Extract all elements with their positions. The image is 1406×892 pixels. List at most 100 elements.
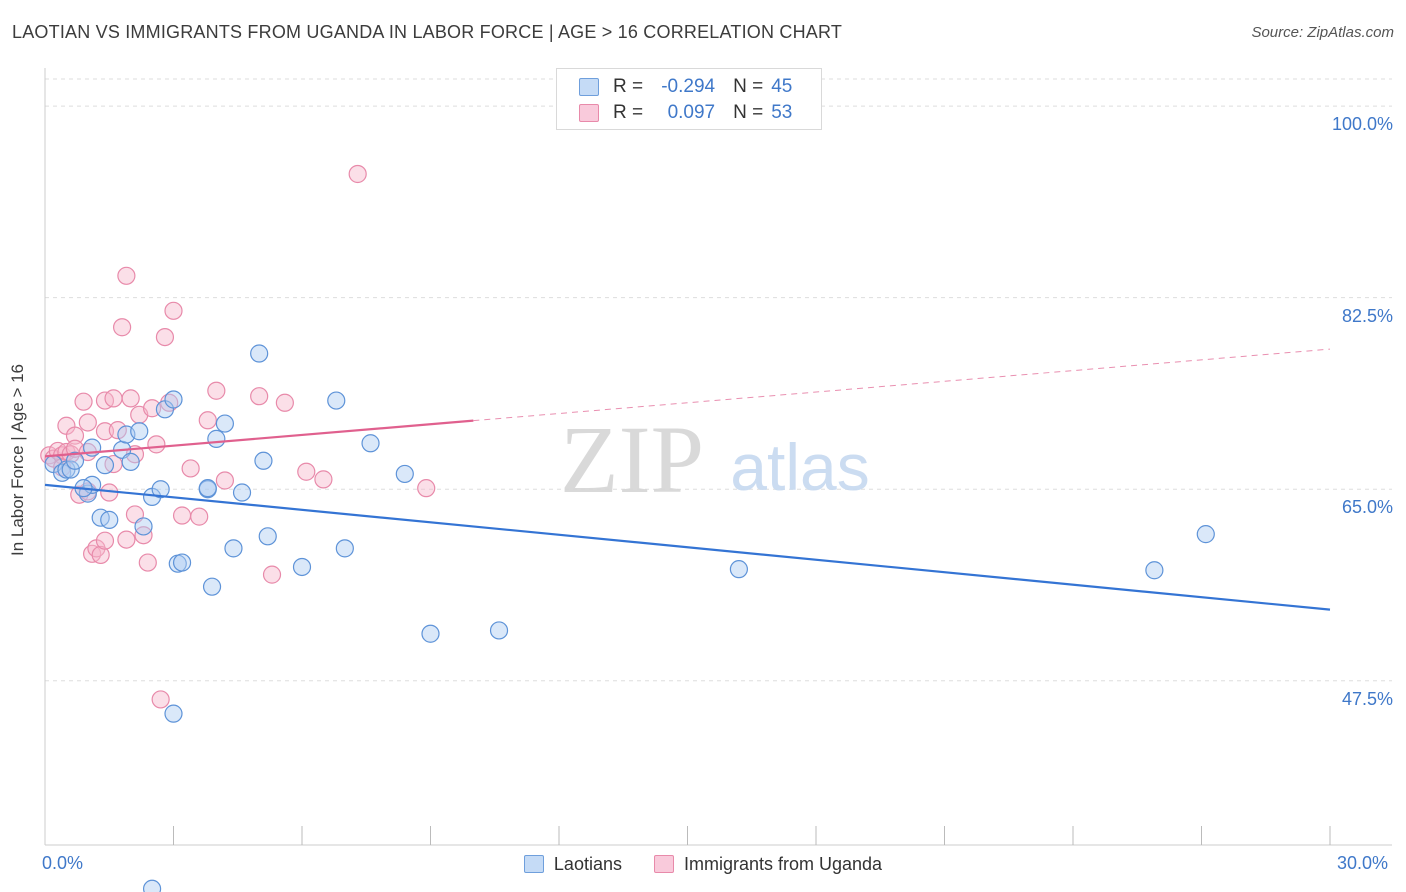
uganda-point — [117, 530, 136, 549]
x-tick-label-min: 0.0% — [42, 853, 84, 873]
laotians-point — [164, 390, 183, 409]
uganda-point — [207, 381, 226, 400]
y-tick-label: 47.5% — [1341, 688, 1393, 709]
laotians-point — [258, 527, 277, 546]
laotians-point — [65, 451, 85, 470]
uganda-point — [417, 479, 436, 498]
uganda-point — [121, 389, 140, 408]
trend-line-uganda-projection — [473, 348, 1331, 422]
axes — [44, 68, 1392, 846]
legend-n-value: 45 — [771, 76, 793, 97]
laotians-point — [395, 464, 414, 484]
laotians-point — [327, 391, 346, 410]
watermark-zip: ZIP — [560, 406, 704, 513]
laotians-point — [254, 451, 273, 470]
laotians-point — [100, 510, 119, 529]
uganda-point — [147, 435, 166, 454]
laotians-point — [142, 879, 162, 892]
chart-title: LAOTIAN VS IMMIGRANTS FROM UGANDA IN LAB… — [12, 22, 843, 42]
legend-n-value: 53 — [771, 102, 793, 123]
laotians-point — [207, 429, 226, 448]
legend-r-value: -0.294 — [661, 76, 716, 97]
uganda-point — [112, 318, 132, 337]
laotians-point — [361, 434, 380, 453]
laotians-point — [250, 344, 269, 363]
legend-item-uganda: Immigrants from Uganda — [653, 853, 883, 875]
x-tick-label-max: 30.0% — [1337, 853, 1389, 873]
correlation-legend: R = -0.294 N = 45 R = 0.097 N = 53 — [556, 68, 822, 130]
laotians-point — [151, 480, 170, 499]
legend-row-laotians: R = -0.294 N = 45 — [579, 76, 810, 98]
laotians-point — [164, 704, 183, 723]
y-axis-label: In Labor Force | Age > 16 — [8, 363, 27, 557]
trend-line-laotians — [44, 483, 1331, 611]
uganda-point — [91, 545, 110, 565]
laotians-point — [130, 422, 149, 441]
laotians-point — [292, 557, 312, 577]
uganda-point — [74, 392, 93, 411]
laotians-point — [95, 456, 115, 475]
uganda-point — [151, 690, 170, 709]
laotians-point — [729, 560, 749, 579]
legend-r-label: R = — [613, 102, 644, 123]
series-legend: Laotians Immigrants from Uganda — [0, 852, 1406, 876]
laotians-point — [215, 414, 234, 433]
watermark-atlas: atlas — [730, 430, 869, 504]
uganda-point — [297, 462, 316, 481]
uganda-point — [275, 393, 294, 412]
legend-swatch-blue — [523, 855, 544, 873]
legend-swatch-pink — [579, 104, 599, 122]
source-label: Source: ZipAtlas.com — [1251, 24, 1394, 41]
laotians-point — [421, 624, 440, 643]
y-tick-label: 100.0% — [1331, 114, 1393, 135]
uganda-point — [164, 301, 183, 320]
uganda-point — [108, 421, 127, 440]
trend-line-uganda — [44, 419, 474, 458]
uganda-point — [95, 531, 115, 550]
series-laotians-points — [44, 344, 1215, 892]
laotians-point — [489, 621, 509, 640]
watermark: ZIP atlas — [560, 406, 870, 513]
laotians-point — [198, 479, 217, 498]
y-tick-label: 65.0% — [1341, 497, 1393, 518]
uganda-point — [181, 459, 200, 478]
uganda-point — [198, 411, 217, 430]
legend-swatch-pink — [653, 855, 674, 873]
legend-n-label: N = — [733, 102, 764, 123]
uganda-point — [95, 422, 115, 441]
uganda-point — [314, 470, 333, 489]
laotians-point — [202, 577, 222, 596]
uganda-point — [155, 327, 175, 347]
trend-lines — [44, 348, 1331, 611]
uganda-point — [138, 553, 157, 572]
uganda-point — [142, 399, 162, 418]
legend-r-value: 0.097 — [667, 102, 716, 123]
laotians-point — [134, 517, 153, 536]
legend-label-uganda: Immigrants from Uganda — [683, 853, 883, 874]
uganda-point — [250, 387, 269, 406]
laotians-point — [61, 460, 80, 479]
laotians-point — [232, 483, 252, 502]
legend-r-label: R = — [613, 76, 644, 97]
y-tick-label: 82.5% — [1341, 305, 1393, 326]
laotians-point — [224, 539, 243, 558]
uganda-point — [172, 506, 192, 525]
gridlines — [45, 78, 1392, 682]
laotians-point — [172, 553, 192, 572]
laotians-point — [1145, 561, 1164, 580]
uganda-point — [117, 266, 136, 285]
uganda-point — [262, 565, 282, 584]
legend-label-laotians: Laotians — [553, 853, 622, 874]
uganda-point — [190, 507, 209, 526]
laotians-point — [335, 539, 354, 558]
uganda-point — [215, 471, 234, 490]
uganda-point — [104, 389, 123, 408]
laotians-point — [121, 452, 140, 471]
uganda-point — [348, 164, 367, 184]
uganda-point — [65, 426, 85, 445]
uganda-point — [78, 413, 97, 432]
legend-n-label: N = — [733, 76, 764, 97]
legend-swatch-blue — [579, 78, 599, 96]
series-uganda-points — [40, 164, 436, 709]
